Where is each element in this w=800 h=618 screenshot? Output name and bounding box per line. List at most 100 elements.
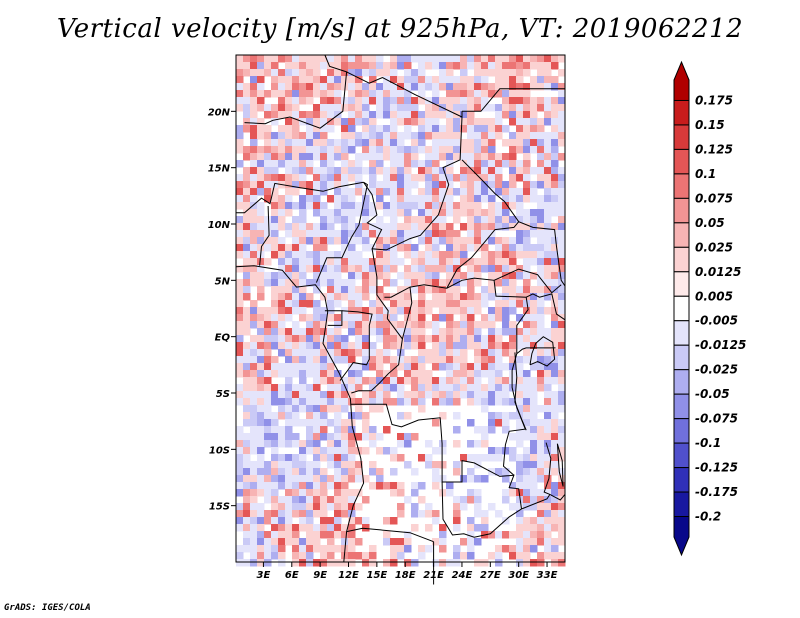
field-cell <box>530 531 538 539</box>
field-cell <box>509 489 517 497</box>
field-cell <box>271 524 279 532</box>
field-cell <box>348 62 356 70</box>
field-cell <box>362 412 370 420</box>
border-line <box>363 111 463 251</box>
field-cell <box>264 146 272 154</box>
field-cell <box>418 321 426 329</box>
field-cell <box>453 307 461 315</box>
field-cell <box>257 503 265 511</box>
field-cell <box>376 132 384 140</box>
field-cell <box>425 272 433 280</box>
field-cell <box>544 363 552 371</box>
y-tick-label: 10N <box>208 220 231 231</box>
field-cell <box>390 125 398 133</box>
field-cell <box>327 552 335 560</box>
field-cell <box>348 146 356 154</box>
field-cell <box>488 55 496 63</box>
field-cell <box>292 538 300 546</box>
field-cell <box>257 237 265 245</box>
field-cell <box>418 139 426 147</box>
field-cell <box>271 223 279 231</box>
field-cell <box>327 279 335 287</box>
field-cell <box>306 398 314 406</box>
field-cell <box>320 209 328 217</box>
field-cell <box>509 552 517 560</box>
field-cell <box>278 335 286 343</box>
field-cell <box>544 76 552 84</box>
field-cell <box>243 510 251 518</box>
field-cell <box>250 559 258 567</box>
field-cell <box>481 139 489 147</box>
field-cell <box>397 398 405 406</box>
field-cell <box>411 468 419 476</box>
field-cell <box>362 447 370 455</box>
field-cell <box>404 146 412 154</box>
field-cell <box>376 447 384 455</box>
field-cell <box>488 335 496 343</box>
field-cell <box>278 370 286 378</box>
field-cell <box>292 272 300 280</box>
field-cell <box>523 384 531 392</box>
field-cell <box>250 139 258 147</box>
field-cell <box>313 356 321 364</box>
field-cell <box>390 265 398 273</box>
field-cell <box>446 153 454 161</box>
field-cell <box>369 83 377 91</box>
field-cell <box>537 209 545 217</box>
field-cell <box>306 153 314 161</box>
field-cell <box>306 146 314 154</box>
field-cell <box>453 300 461 308</box>
field-cell <box>432 195 440 203</box>
field-cell <box>467 153 475 161</box>
field-cell <box>544 531 552 539</box>
field-cell <box>236 160 244 168</box>
field-cell <box>523 433 531 441</box>
field-cell <box>537 524 545 532</box>
field-cell <box>516 503 524 511</box>
field-cell <box>250 503 258 511</box>
field-cell <box>530 384 538 392</box>
field-cell <box>369 321 377 329</box>
field-cell <box>236 307 244 315</box>
field-cell <box>299 370 307 378</box>
field-cell <box>453 146 461 154</box>
field-cell <box>243 258 251 266</box>
field-cell <box>285 503 293 511</box>
field-cell <box>243 482 251 490</box>
field-cell <box>446 300 454 308</box>
field-cell <box>320 363 328 371</box>
field-cell <box>306 489 314 497</box>
field-cell <box>411 335 419 343</box>
field-cell <box>544 538 552 546</box>
field-cell <box>285 188 293 196</box>
field-cell <box>551 279 559 287</box>
field-cell <box>257 279 265 287</box>
field-cell <box>404 363 412 371</box>
field-cell <box>250 167 258 175</box>
field-cell <box>306 468 314 476</box>
field-cell <box>250 216 258 224</box>
field-cell <box>551 342 559 350</box>
field-cell <box>404 188 412 196</box>
field-cell <box>355 503 363 511</box>
field-cell <box>537 496 545 504</box>
field-cell <box>334 258 342 266</box>
field-cell <box>264 482 272 490</box>
field-cell <box>404 55 412 63</box>
colorbar: 0.1750.150.1250.10.0750.050.0250.01250.0… <box>673 60 746 557</box>
field-cell <box>320 258 328 266</box>
field-cell <box>313 195 321 203</box>
field-cell <box>530 272 538 280</box>
field-cell <box>537 342 545 350</box>
field-cell <box>362 356 370 364</box>
field-cell <box>376 223 384 231</box>
field-cell <box>453 559 461 567</box>
field-cell <box>383 97 391 105</box>
field-cell <box>264 370 272 378</box>
field-cell <box>271 167 279 175</box>
field-cell <box>327 363 335 371</box>
field-cell <box>376 328 384 336</box>
field-cell <box>355 538 363 546</box>
field-cell <box>334 356 342 364</box>
field-cell <box>341 496 349 504</box>
